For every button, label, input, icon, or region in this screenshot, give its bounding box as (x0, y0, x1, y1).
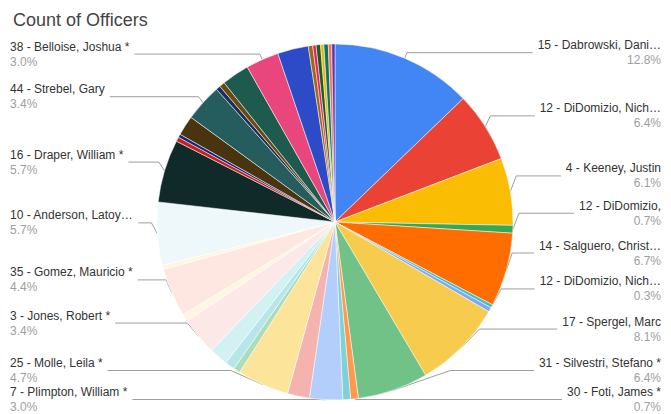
svg-text:17 - Spergel, Marc: 17 - Spergel, Marc (562, 315, 661, 329)
svg-text:7 - Plimpton, William *: 7 - Plimpton, William * (10, 385, 128, 399)
svg-text:4.4%: 4.4% (10, 280, 38, 294)
svg-text:12 - DiDomizio,: 12 - DiDomizio, (579, 199, 661, 213)
svg-text:3.0%: 3.0% (10, 55, 38, 69)
svg-text:16 - Draper, William *: 16 - Draper, William * (10, 148, 124, 162)
svg-text:12 - DiDomizio, Nich…: 12 - DiDomizio, Nich… (540, 274, 661, 288)
svg-text:4 - Keeney, Justin: 4 - Keeney, Justin (566, 161, 661, 175)
svg-text:44 - Strebel, Gary: 44 - Strebel, Gary (10, 82, 105, 96)
svg-text:14 - Salguero, Christ…: 14 - Salguero, Christ… (539, 239, 661, 253)
svg-text:31 - Silvestri, Stefano *: 31 - Silvestri, Stefano * (539, 356, 661, 370)
svg-text:6.4%: 6.4% (634, 116, 662, 130)
svg-text:12 - DiDomizio, Nich…: 12 - DiDomizio, Nich… (540, 101, 661, 115)
svg-text:6.4%: 6.4% (634, 371, 662, 385)
svg-text:3.4%: 3.4% (10, 324, 38, 338)
svg-text:25 - Molle, Leila *: 25 - Molle, Leila * (10, 356, 103, 370)
svg-text:5.7%: 5.7% (10, 223, 38, 237)
svg-text:6.1%: 6.1% (634, 176, 662, 190)
svg-text:15 - Dabrowski, Dani…: 15 - Dabrowski, Dani… (538, 38, 661, 52)
svg-text:5.7%: 5.7% (10, 163, 38, 177)
svg-text:3 - Jones, Robert *: 3 - Jones, Robert * (10, 309, 110, 323)
svg-text:Count of Officers: Count of Officers (13, 10, 148, 30)
svg-text:3.0%: 3.0% (10, 400, 38, 414)
svg-text:3.4%: 3.4% (10, 97, 38, 111)
svg-text:0.7%: 0.7% (634, 400, 662, 414)
svg-text:4.7%: 4.7% (10, 371, 38, 385)
svg-text:12.8%: 12.8% (627, 53, 661, 67)
svg-text:30 - Foti, James *: 30 - Foti, James * (567, 385, 661, 399)
svg-text:35 - Gomez, Mauricio *: 35 - Gomez, Mauricio * (10, 265, 133, 279)
svg-text:10 - Anderson, Latoy…: 10 - Anderson, Latoy… (10, 208, 133, 222)
svg-text:8.1%: 8.1% (634, 330, 662, 344)
svg-text:38 - Belloise, Joshua *: 38 - Belloise, Joshua * (10, 40, 130, 54)
svg-text:6.7%: 6.7% (634, 254, 662, 268)
svg-text:0.3%: 0.3% (634, 289, 662, 303)
svg-text:0.7%: 0.7% (634, 214, 662, 228)
